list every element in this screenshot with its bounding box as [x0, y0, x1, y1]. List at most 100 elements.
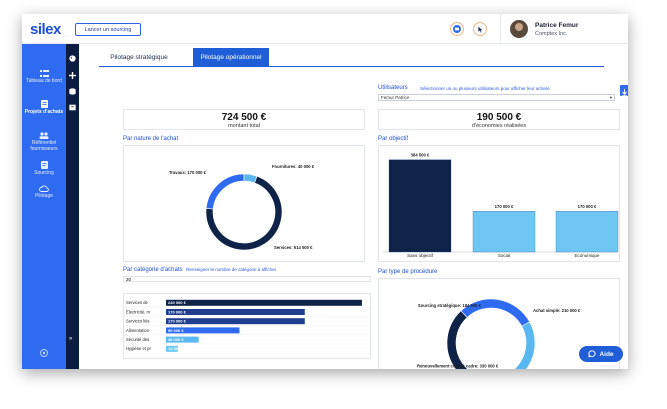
- bar-category-label: Sécurité des: [126, 337, 149, 342]
- objective-bar-chart: 384 500 € Sans objectif 170 000 € Social 170…: [383, 153, 619, 258]
- user-menu[interactable]: Patrice Femur Comptex Inc.: [500, 14, 628, 44]
- avatar: [510, 20, 528, 38]
- kpi-label: montant total: [228, 123, 260, 129]
- slice-label: Renouvellement contrat cadre: 330 000 €: [417, 364, 499, 369]
- objective-chart-panel: 384 500 € Sans objectif 170 000 € Social 170…: [378, 145, 620, 262]
- donut-slice: [446, 310, 469, 369]
- users-select[interactable]: Femur Patrice ▾: [378, 94, 615, 101]
- pointer-button[interactable]: [473, 22, 487, 36]
- kpi-value: 190 500 €: [476, 112, 522, 123]
- bar-value-label: 170 000 €: [168, 319, 187, 324]
- panel-title-objective: Par objectif: [378, 136, 409, 142]
- bar-value-label: 14 500 €: [168, 346, 184, 351]
- help-button[interactable]: Aide: [579, 346, 623, 362]
- bar: [555, 211, 619, 253]
- users-hint: Sélectionner un ou plusieurs utilisateur…: [420, 86, 550, 91]
- bar-category-label: Hygiène et pr: [126, 346, 152, 351]
- sidebar-item-dashboard[interactable]: Tableau de bord: [22, 70, 66, 85]
- export-button[interactable]: [620, 85, 628, 97]
- secondary-toolbar: »: [66, 44, 79, 369]
- main-content: Pilotage stratégique Pilotage opérationn…: [79, 44, 628, 369]
- kpi-total-amount: 724 500 € montant total: [123, 109, 365, 130]
- donut-slice: [205, 173, 245, 210]
- bar-value-label: 170 000 €: [495, 204, 514, 209]
- panel-title-procedure: Par type de procédure: [378, 269, 438, 275]
- slice-label: Services: 514 500 €: [274, 245, 313, 250]
- launch-sourcing-button[interactable]: Lancer un sourcing: [75, 23, 141, 36]
- chevron-down-icon: ▾: [609, 95, 612, 100]
- dashboard-icon: [39, 70, 49, 77]
- chat-bubble-icon: [588, 350, 597, 358]
- slice-label: Fournitures: 40 000 €: [272, 164, 315, 169]
- sidebar-item-pilotage[interactable]: Pilotage: [22, 185, 66, 200]
- sidebar-item-label: Projets d'achats: [24, 109, 64, 115]
- top-bar: silex Lancer un sourcing Patrice Femur C…: [22, 14, 628, 44]
- bar-value-label: 170 000 €: [168, 309, 187, 314]
- sidebar-item-projects[interactable]: Projets d'achats: [22, 100, 66, 116]
- settings-icon[interactable]: [39, 348, 49, 358]
- database-icon[interactable]: [69, 88, 76, 95]
- bar: [166, 345, 178, 352]
- bar-category-label: Services liés: [126, 319, 150, 324]
- suppliers-icon: [39, 132, 49, 139]
- sidebar-item-label: Pilotage: [34, 193, 54, 199]
- donut-slice: [513, 321, 536, 369]
- bar-value-label: 170 000 €: [578, 204, 597, 209]
- bar-category-label: Social: [498, 253, 510, 258]
- bar: [388, 159, 452, 253]
- archive-icon[interactable]: [69, 104, 76, 111]
- tab-pilotage-strategique[interactable]: Pilotage stratégique: [110, 53, 168, 61]
- procedure-chart-panel: Sourcing stratégique: 184 500 € Achat sim…: [378, 278, 620, 369]
- cloud-icon: [39, 185, 49, 192]
- expand-toggle[interactable]: »: [69, 336, 73, 342]
- bar-category-label: Economique: [574, 253, 600, 258]
- messages-button[interactable]: [450, 22, 464, 36]
- sidebar-item-label: Tableau de bord: [26, 78, 62, 84]
- bar: [472, 211, 536, 253]
- bar: [166, 336, 199, 343]
- users-select-value: Femur Patrice: [381, 95, 410, 100]
- slice-label: Sourcing stratégique: 184 500 €: [418, 303, 482, 308]
- bar-category-label: Alimentation: [126, 328, 150, 333]
- bar-category-label: Electricité, m: [126, 309, 150, 314]
- bar-value-label: 240 000 €: [168, 300, 187, 305]
- projects-icon: [40, 100, 48, 108]
- sidebar-item-label: Sourcing: [34, 170, 54, 176]
- company-name: Comptex Inc.: [535, 31, 568, 37]
- bar-value-label: 384 500 €: [411, 153, 430, 158]
- silex-logo[interactable]: silex: [30, 21, 61, 38]
- sidebar-item-sourcing[interactable]: Sourcing: [22, 161, 66, 177]
- category-count-value: 20: [126, 277, 132, 282]
- procedure-donut-chart: Sourcing stratégique: 184 500 € Achat sim…: [417, 298, 581, 369]
- nature-chart-panel: Services: 514 500 € Travaux: 170 000 € Fou…: [123, 145, 365, 262]
- cursor-icon: [477, 26, 483, 33]
- bar: [166, 309, 305, 315]
- panel-title-nature: Par nature de l'achat: [123, 136, 179, 142]
- kpi-label: d'économies réalisées: [471, 123, 527, 129]
- panel-title-category: Par catégorie d'achats Renseigner le nom…: [123, 267, 276, 273]
- palette-icon[interactable]: [69, 55, 76, 62]
- bar: [166, 318, 305, 325]
- sidebar-item-suppliers[interactable]: Référentiel fournisseurs: [22, 132, 66, 152]
- sourcing-icon: [40, 161, 48, 169]
- bar: [166, 299, 362, 306]
- tab-pilotage-operationnel[interactable]: Pilotage opérationnel: [193, 48, 269, 66]
- category-count-input[interactable]: 20: [123, 276, 371, 282]
- bar-value-label: 40 000 €: [168, 337, 184, 342]
- user-name: Patrice Femur: [535, 22, 579, 29]
- bar-category-label: Sans objectif: [407, 253, 434, 258]
- plus-icon[interactable]: [69, 72, 76, 79]
- tab-underline: [99, 66, 604, 67]
- kpi-savings: 190 500 € d'économies réalisées: [378, 109, 620, 130]
- category-chart-panel: Services de 240 000 € Electricité, m 170 00…: [123, 293, 371, 359]
- kpi-value: 724 500 €: [221, 112, 267, 123]
- sidebar: Tableau de bord Projets d'achats Référen…: [22, 44, 66, 369]
- app-window: silex Lancer un sourcing Patrice Femur C…: [22, 14, 628, 369]
- slice-label: Travaux: 170 000 €: [169, 170, 207, 175]
- bar: [166, 327, 240, 334]
- donut-slice: [243, 173, 258, 184]
- help-label: Aide: [599, 350, 614, 358]
- category-hint: Renseigner le nombre de catégorie à affi…: [186, 267, 277, 272]
- download-icon: [622, 89, 627, 97]
- bar-category-label: Services de: [126, 300, 149, 305]
